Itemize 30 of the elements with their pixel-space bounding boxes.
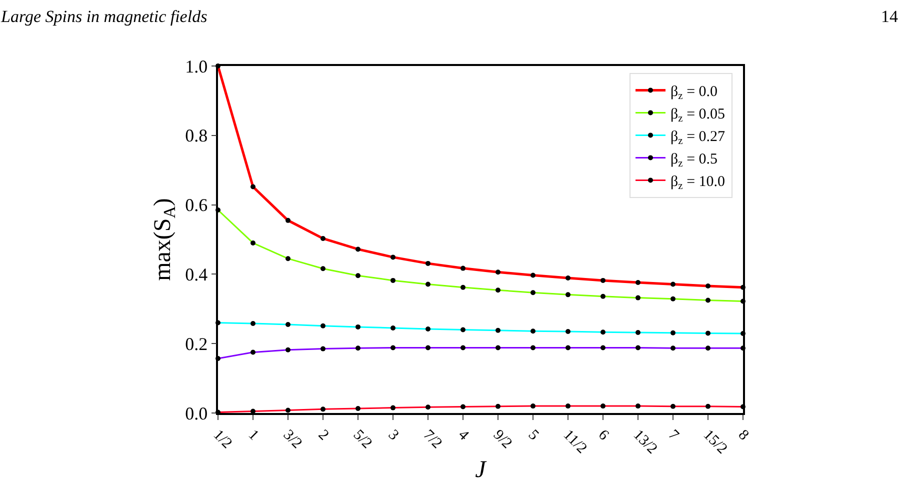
x-tick-label: 13/2: [630, 427, 660, 458]
x-tick-label: 6: [594, 427, 612, 444]
x-tick-label: 11/2: [560, 427, 590, 457]
x-axis-title: J: [475, 457, 488, 484]
x-tick-label: 9/2: [490, 427, 515, 452]
x-tick-label: 1: [244, 427, 262, 444]
legend-label: β$_{z}$ = 10.0: [670, 174, 726, 192]
x-tick-label: 5: [524, 427, 542, 444]
x-tick-label: 5/2: [350, 427, 375, 452]
x-tick-label: 7/2: [420, 427, 445, 452]
x-tick-label: 3: [384, 427, 402, 444]
y-tick-label: 0.4: [185, 264, 208, 284]
x-tick-label: 4: [454, 427, 472, 444]
x-tick-label: 8: [734, 427, 752, 444]
x-tick-label: 2: [314, 427, 332, 444]
x-tick-label: 3/2: [280, 427, 305, 452]
y-tick-label: 0.6: [185, 195, 208, 216]
legend-label: β$_{z}$ = 0.05: [670, 106, 726, 125]
x-tick-label: 1/2: [210, 427, 235, 452]
legend-label: β$_{z}$ = 0.27: [670, 129, 726, 148]
legend-label: β$_{z}$ = 0.5: [670, 152, 718, 170]
y-tick-label: 0.8: [185, 126, 208, 146]
x-tick-label: 15/2: [700, 427, 730, 458]
legend-label: β$_{z}$ = 0.0: [670, 84, 718, 102]
y-tick-label: 1.0: [185, 56, 208, 76]
y-tick-label: 0.2: [185, 334, 208, 354]
y-tick-label: 0.0: [185, 403, 208, 424]
x-tick-label: 7: [664, 427, 682, 444]
text: Large Spins in magnetic fields: [0, 7, 208, 26]
text: 14: [881, 7, 898, 26]
